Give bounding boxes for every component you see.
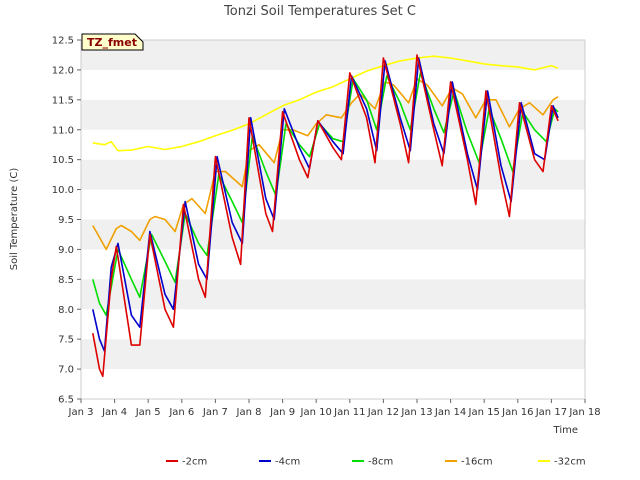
x-tick-label: Jan 13 xyxy=(400,407,432,418)
y-axis-label: Soil Temperature (C) xyxy=(9,168,20,271)
series-line-32cmcm xyxy=(92,55,559,152)
x-axis-label: Time xyxy=(553,425,578,436)
y-tick-label: 8.0 xyxy=(58,305,74,316)
y-tick-label: 9.5 xyxy=(58,215,74,226)
tz-fmet-badge: TZ_fmet xyxy=(81,33,144,51)
y-tick-label: 10.0 xyxy=(52,185,74,196)
x-tick-label: Jan 10 xyxy=(300,407,332,418)
grid-band xyxy=(81,249,585,280)
grid-band xyxy=(81,189,585,220)
grid-band xyxy=(81,69,585,100)
grid-band xyxy=(81,309,585,340)
x-tick-label: Jan 8 xyxy=(236,407,262,418)
y-tick-label: 11.0 xyxy=(52,125,74,136)
y-tick-label: 11.5 xyxy=(52,95,74,106)
x-tick-label: Jan 7 xyxy=(202,407,228,418)
series-lines xyxy=(92,54,559,378)
x-tick-label: Jan 5 xyxy=(135,407,161,418)
x-tick-label: Jan 6 xyxy=(168,407,194,418)
legend-label: -2cm xyxy=(182,457,207,468)
chart-title: Tonzi Soil Temperatures Set C xyxy=(223,4,416,19)
x-tick-label: Jan 18 xyxy=(568,407,600,418)
y-tick-label: 12.0 xyxy=(52,65,74,76)
y-tick-label: 7.0 xyxy=(58,365,74,376)
x-tick-label: Jan 3 xyxy=(68,407,94,418)
x-tick-label: Jan 15 xyxy=(468,407,500,418)
grid-band xyxy=(81,339,585,370)
legend-label: -32cm xyxy=(554,457,586,468)
legend-label: -8cm xyxy=(368,457,393,468)
badge-label: TZ_fmet xyxy=(87,36,137,49)
x-tick-label: Jan 12 xyxy=(367,407,399,418)
grid-band xyxy=(81,279,585,310)
y-tick-label: 8.5 xyxy=(58,275,74,286)
y-tick-label: 12.5 xyxy=(52,36,74,47)
series-line-2cmcm xyxy=(92,54,559,378)
y-tick-label: 9.0 xyxy=(58,245,74,256)
legend-label: -16cm xyxy=(461,457,493,468)
x-axis-ticks: Jan 3 Jan 4 Jan 5 Jan 6 Jan 7 Jan 8 Jan 9 Jan 1… xyxy=(68,399,601,418)
legend-label: -4cm xyxy=(275,457,300,468)
y-tick-label: 7.5 xyxy=(58,335,74,346)
grid-band xyxy=(81,40,585,70)
series-line-16cmcm xyxy=(92,78,559,251)
x-tick-label: Jan 16 xyxy=(501,407,533,418)
y-tick-label: 6.5 xyxy=(58,395,74,406)
x-tick-label: Jan 14 xyxy=(434,407,466,418)
x-tick-label: Jan 17 xyxy=(535,407,567,418)
grid-band xyxy=(81,369,585,399)
x-tick-label: Jan 4 xyxy=(101,407,127,418)
grid-band xyxy=(81,99,585,130)
plot-background-bands xyxy=(81,40,585,399)
y-axis-ticks: 6.5 7.0 7.5 8.0 8.5 9.0 9.5 10.0 10.5 11.0 11.5 12.… xyxy=(52,36,81,406)
x-tick-label: Jan 9 xyxy=(269,407,295,418)
y-tick-label: 10.5 xyxy=(52,155,74,166)
grid-band xyxy=(81,129,585,160)
legend: -2cm -4cm -8cm -16cm -32cm xyxy=(166,457,586,468)
x-tick-label: Jan 11 xyxy=(333,407,365,418)
grid-band xyxy=(81,219,585,250)
